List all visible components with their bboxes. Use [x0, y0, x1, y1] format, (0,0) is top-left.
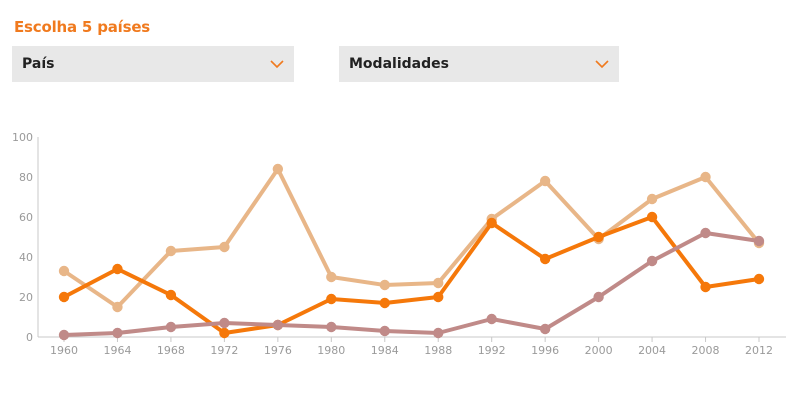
series-2-point: [646, 211, 658, 223]
y-tick-label: 80: [19, 171, 33, 184]
series-1-point: [700, 171, 711, 183]
y-tick-label: 20: [19, 291, 33, 304]
series-1-point: [433, 277, 444, 289]
series-2-point: [700, 281, 711, 293]
series-2-point: [433, 291, 444, 303]
series-1-point: [646, 193, 658, 205]
series-1-point: [379, 279, 390, 291]
x-tick-label: 1972: [210, 344, 238, 357]
chevron-down-icon: [270, 60, 284, 69]
x-tick-label: 1960: [50, 344, 78, 357]
series-3-point: [646, 255, 658, 267]
x-tick-label: 2004: [638, 344, 666, 357]
series-3-point: [272, 319, 284, 331]
y-tick-label: 40: [19, 251, 33, 264]
x-tick-label: 1976: [264, 344, 292, 357]
x-tick-label: 1980: [317, 344, 345, 357]
chevron-down-icon: [595, 60, 609, 69]
series-2-point: [165, 289, 177, 301]
series-2-point: [753, 273, 765, 285]
country-select-label: País: [22, 56, 55, 72]
page-title: Escolha 5 países: [14, 18, 151, 36]
series-1-point: [272, 163, 284, 175]
series-3-point: [112, 327, 123, 339]
series-3-point: [753, 235, 765, 247]
series-3-point: [539, 323, 551, 335]
modality-select[interactable]: Modalidades: [339, 46, 619, 82]
series-line-3: [62, 231, 761, 337]
series-2-point: [326, 293, 337, 305]
series-3-point: [58, 329, 70, 341]
x-tick-label: 2012: [745, 344, 773, 357]
x-tick-label: 2000: [585, 344, 613, 357]
series-1-point: [539, 175, 551, 187]
series-3-point: [486, 313, 497, 325]
series-3-point: [379, 325, 390, 337]
series-1-point: [219, 241, 230, 253]
modality-select-label: Modalidades: [349, 56, 449, 72]
series-3-point: [593, 291, 604, 303]
x-tick-label: 2008: [692, 344, 720, 357]
series-3-point: [219, 317, 230, 329]
series-3-point: [433, 327, 444, 339]
series-line-2: [62, 215, 761, 335]
y-tick-label: 100: [12, 131, 33, 144]
series-2-point: [112, 263, 123, 275]
x-tick-label: 1988: [424, 344, 452, 357]
series-1-point: [112, 301, 123, 313]
series-2-point: [219, 327, 230, 339]
series-1-point: [58, 265, 70, 277]
series-3-point: [326, 321, 337, 333]
series-2-point: [58, 291, 70, 303]
series-2-point: [593, 231, 604, 243]
series-3-point: [700, 227, 711, 239]
x-tick-label: 1984: [371, 344, 399, 357]
x-tick-label: 1996: [531, 344, 559, 357]
x-tick-label: 1968: [157, 344, 185, 357]
y-tick-label: 60: [19, 211, 33, 224]
series-2-point: [486, 217, 497, 229]
country-select[interactable]: País: [12, 46, 294, 82]
y-tick-label: 0: [26, 331, 33, 344]
series-2-point: [539, 253, 551, 265]
series-1-point: [165, 245, 177, 257]
x-tick-label: 1964: [103, 344, 131, 357]
series-2-point: [379, 297, 390, 309]
series-line-1: [62, 167, 761, 309]
series-3-point: [165, 321, 177, 333]
series-1-point: [326, 271, 337, 283]
x-tick-label: 1992: [478, 344, 506, 357]
